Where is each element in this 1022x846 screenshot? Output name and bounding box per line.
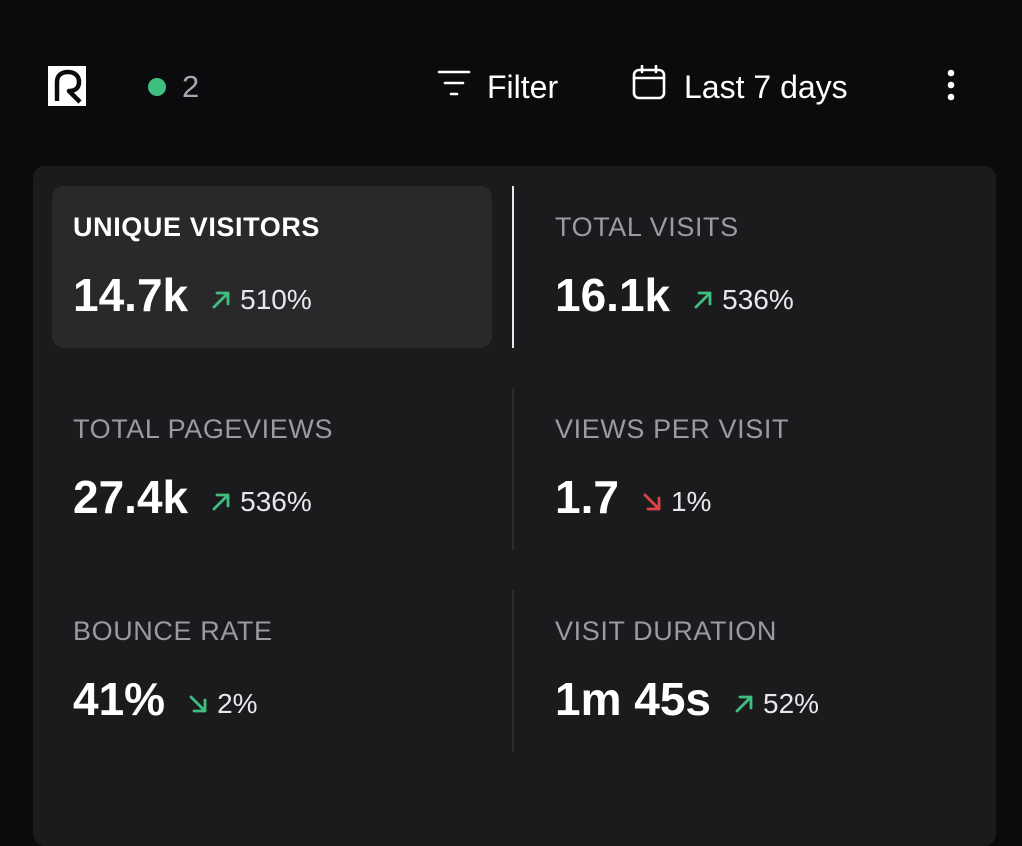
- stat-tile-views-per-visit[interactable]: VIEWS PER VISIT 1.7 1%: [534, 388, 974, 550]
- filter-label: Filter: [487, 68, 559, 105]
- more-vertical-icon: [947, 69, 955, 106]
- stat-label: UNIQUE VISITORS: [73, 212, 321, 242]
- stat-change-percent: 52%: [763, 688, 820, 719]
- arrow-up-right-icon: [733, 693, 755, 715]
- tile-divider: [512, 590, 514, 752]
- top-bar: 2 Filter Last 7 days: [0, 0, 1022, 170]
- stat-value-row: 41% 2%: [73, 672, 258, 726]
- stat-value: 14.7k: [73, 269, 189, 321]
- filter-button[interactable]: Filter: [437, 66, 558, 108]
- date-range-button[interactable]: Last 7 days: [632, 64, 848, 109]
- stat-change: 510%: [210, 284, 312, 316]
- stat-change-percent: 510%: [240, 284, 312, 315]
- stat-value: 1.7: [555, 471, 619, 523]
- stat-value-row: 14.7k 510%: [73, 268, 312, 322]
- stat-change-percent: 1%: [670, 486, 712, 517]
- app-logo[interactable]: [48, 66, 86, 106]
- stats-panel: UNIQUE VISITORS 14.7k 510% TOTAL VISITS 16.1…: [33, 166, 996, 846]
- stat-value-row: 27.4k 536%: [73, 470, 312, 524]
- filter-icon: [437, 68, 471, 106]
- stat-change: 536%: [692, 284, 794, 316]
- stat-value-row: 16.1k 536%: [555, 268, 794, 322]
- calendar-icon: [632, 64, 666, 109]
- arrow-up-right-icon: [692, 289, 714, 311]
- stat-tile-total-visits[interactable]: TOTAL VISITS 16.1k 536%: [534, 186, 974, 348]
- stat-value: 1m 45s: [555, 673, 712, 725]
- stat-label: TOTAL VISITS: [555, 212, 739, 242]
- stat-change: 1%: [641, 486, 711, 518]
- live-visitors-indicator[interactable]: 2: [148, 69, 200, 104]
- stat-change-percent: 536%: [722, 284, 794, 315]
- stat-value-row: 1m 45s 52%: [555, 672, 819, 726]
- live-visitors-count: 2: [182, 69, 200, 104]
- stat-value: 16.1k: [555, 269, 671, 321]
- arrow-up-right-icon: [210, 491, 232, 513]
- stat-value: 27.4k: [73, 471, 189, 523]
- arrow-down-right-icon: [641, 491, 663, 513]
- stat-change: 2%: [187, 688, 258, 720]
- live-status-dot: [148, 78, 166, 96]
- stat-value-row: 1.7 1%: [555, 470, 711, 524]
- stat-label: VISIT DURATION: [555, 616, 777, 646]
- stat-value: 41%: [73, 673, 166, 725]
- tile-divider: [512, 186, 514, 348]
- stat-tile-unique-visitors[interactable]: UNIQUE VISITORS 14.7k 510%: [52, 186, 492, 348]
- stat-label: VIEWS PER VISIT: [555, 414, 790, 444]
- stat-label: TOTAL PAGEVIEWS: [73, 414, 334, 444]
- stat-tile-total-pageviews[interactable]: TOTAL PAGEVIEWS 27.4k 536%: [52, 388, 492, 550]
- stat-change: 52%: [733, 688, 819, 720]
- stat-tile-visit-duration[interactable]: VISIT DURATION 1m 45s 52%: [534, 590, 974, 752]
- arrow-up-right-icon: [210, 289, 232, 311]
- stat-change-percent: 2%: [217, 688, 258, 719]
- arrow-down-right-icon: [187, 693, 209, 715]
- stat-change: 536%: [210, 486, 312, 518]
- stat-change-percent: 536%: [240, 486, 312, 517]
- stat-tile-bounce-rate[interactable]: BOUNCE RATE 41% 2%: [52, 590, 492, 752]
- date-range-label: Last 7 days: [684, 68, 848, 105]
- more-options-button[interactable]: [936, 66, 966, 108]
- stat-label: BOUNCE RATE: [73, 616, 273, 646]
- tile-divider: [512, 388, 514, 550]
